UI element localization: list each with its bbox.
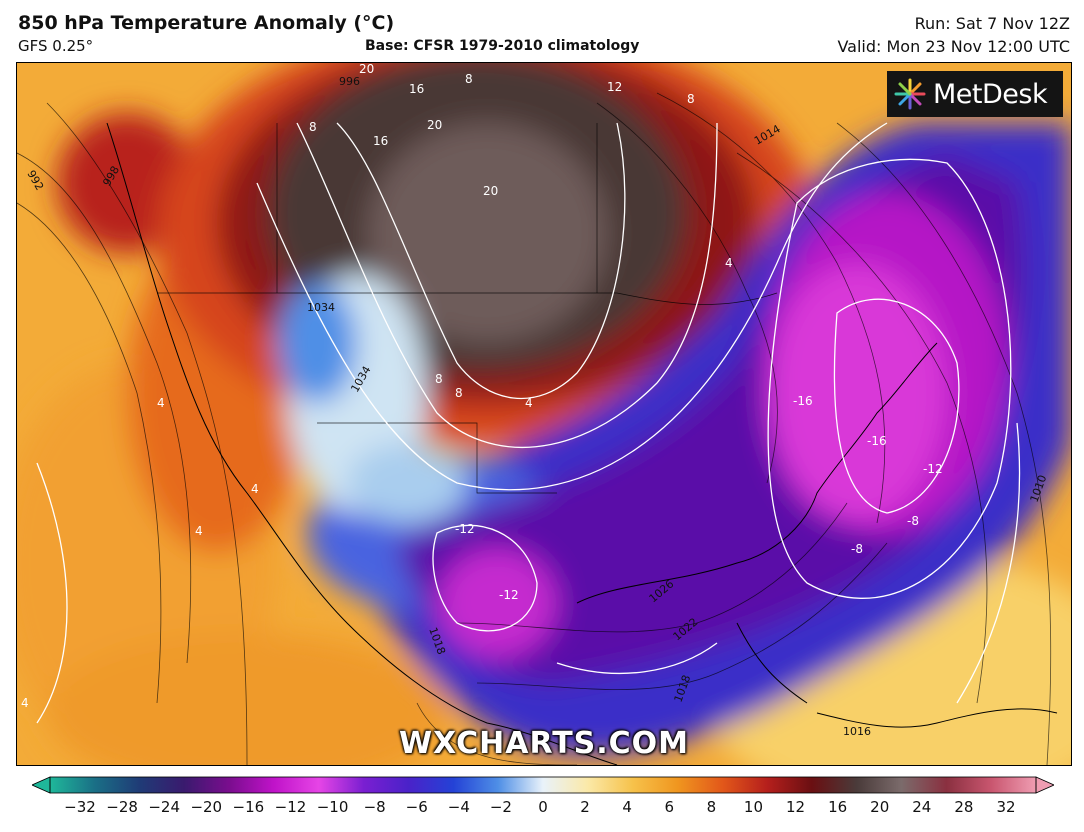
colorbar-tick-label: 10 — [743, 798, 763, 816]
colorbar-min-arrow — [32, 776, 51, 794]
contour-label: 4 — [21, 696, 29, 710]
contour-label: 16 — [373, 134, 388, 148]
contour-label: -16 — [793, 394, 813, 408]
contour-label: 8 — [455, 386, 463, 400]
climatology-base-label: Base: CFSR 1979-2010 climatology — [365, 38, 640, 54]
colorbar — [32, 776, 1054, 794]
colorbar-tick-label: 28 — [954, 798, 974, 816]
contour-label-group: 20 16 12 8 16 20 20 8 8 4 4 4 4 8 8 4 -1… — [21, 63, 943, 710]
contour-label: 8 — [435, 372, 443, 386]
contour-label: 4 — [725, 256, 733, 270]
contour-label: -12 — [499, 588, 519, 602]
colorbar-tick-label: 2 — [580, 798, 590, 816]
contour-label: 20 — [359, 63, 374, 76]
contour-label: -8 — [907, 514, 919, 528]
colorbar-tick-label: 8 — [706, 798, 717, 816]
anomaly-map: 20 16 12 8 16 20 20 8 8 4 4 4 4 8 8 4 -1… — [16, 62, 1072, 766]
chart-title: 850 hPa Temperature Anomaly (°C) — [18, 12, 395, 34]
colorbar-gradient — [50, 777, 1036, 793]
model-label: GFS 0.25° — [18, 37, 94, 55]
anomaly-contours — [36, 122, 1021, 724]
colorbar-ticks: −32 −28 −24 −20 −16 −12 −10 −8 −6 −4 −2 0 2 4 6 8 10 12 16… — [0, 798, 1084, 820]
colorbar-tick-label: −6 — [405, 798, 428, 816]
colorbar-tick-label: 12 — [785, 798, 806, 816]
contour-label: -8 — [851, 542, 863, 556]
colorbar-tick-label: 16 — [828, 798, 848, 816]
metdesk-burst-icon — [894, 78, 926, 110]
contour-label: 12 — [607, 80, 622, 94]
contour-label: 4 — [157, 396, 165, 410]
political-borders — [157, 123, 778, 494]
contour-label: 8 — [309, 120, 317, 134]
colorbar-tick-label: 20 — [870, 798, 890, 816]
colorbar-tick-label: −4 — [447, 798, 470, 816]
contour-label: 8 — [687, 92, 695, 106]
wxcharts-watermark: WXCHARTS.COM — [398, 726, 690, 761]
pressure-label: 1034 — [307, 301, 335, 314]
colorbar-tick-label: 32 — [996, 798, 1016, 816]
colorbar-tick-label: −28 — [106, 798, 138, 816]
contour-label: -12 — [455, 522, 475, 536]
contour-label: 4 — [525, 396, 533, 410]
contour-label: -12 — [923, 462, 943, 476]
map-canvas: 20 16 12 8 16 20 20 8 8 4 4 4 4 8 8 4 -1… — [17, 63, 1071, 765]
colorbar-tick-label: 24 — [912, 798, 932, 816]
contour-label: -16 — [867, 434, 887, 448]
colorbar-tick-label: −32 — [64, 798, 96, 816]
contour-label: 20 — [427, 118, 442, 132]
colorbar-tick-label: −10 — [316, 798, 349, 816]
contour-label: 4 — [195, 524, 203, 538]
colorbar-tick-label: −24 — [148, 798, 180, 816]
logo-text: MetDesk — [933, 78, 1048, 110]
colorbar-border — [49, 776, 1037, 794]
colorbar-max-arrow — [1035, 776, 1054, 794]
coastlines — [106, 122, 1058, 765]
contour-label: 8 — [465, 72, 473, 86]
colorbar-tick-label: −16 — [232, 798, 265, 816]
contour-label: 16 — [409, 82, 424, 96]
pressure-label: 1016 — [843, 725, 871, 738]
colorbar-tick-label: −20 — [190, 798, 223, 816]
metdesk-logo: MetDesk — [887, 71, 1063, 117]
run-time-label: Run: Sat 7 Nov 12Z — [914, 14, 1070, 33]
pressure-isobars — [17, 92, 1052, 765]
colorbar-tick-label: 6 — [664, 798, 675, 816]
colorbar-tick-label: 4 — [622, 798, 632, 816]
pressure-label: 996 — [339, 75, 360, 88]
colorbar-tick-label: −12 — [274, 798, 307, 816]
valid-time-label: Valid: Mon 23 Nov 12:00 UTC — [837, 37, 1070, 56]
colorbar-tick-label: −2 — [489, 798, 512, 816]
colorbar-tick-label: 0 — [538, 798, 548, 816]
colorbar-tick-label: −8 — [363, 798, 386, 816]
contour-label: 4 — [251, 482, 259, 496]
contour-label: 20 — [483, 184, 498, 198]
